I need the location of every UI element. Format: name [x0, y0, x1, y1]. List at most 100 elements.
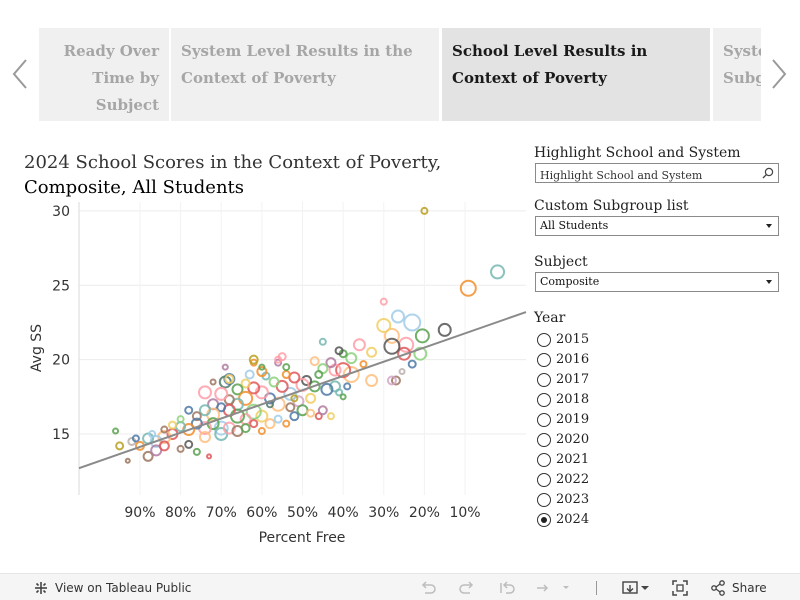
school-point[interactable] — [342, 366, 360, 384]
school-point[interactable] — [247, 381, 261, 395]
radio-icon[interactable] — [537, 393, 551, 407]
school-point[interactable] — [191, 411, 202, 422]
school-point[interactable] — [198, 430, 211, 443]
school-point[interactable] — [184, 405, 194, 415]
school-point[interactable] — [397, 346, 412, 361]
school-point[interactable] — [376, 317, 392, 333]
school-point[interactable] — [283, 386, 298, 401]
year-option-2021[interactable]: 2021 — [536, 450, 656, 470]
school-point[interactable] — [142, 450, 154, 462]
year-option-2017[interactable]: 2017 — [536, 370, 656, 390]
story-prev-button[interactable] — [8, 56, 32, 92]
school-point[interactable] — [184, 439, 194, 449]
school-point[interactable] — [158, 440, 170, 452]
school-point[interactable] — [148, 430, 157, 439]
school-point[interactable] — [414, 328, 430, 344]
school-point[interactable] — [413, 346, 428, 361]
year-option-2024[interactable]: 2024 — [536, 510, 656, 530]
school-point[interactable] — [231, 383, 244, 396]
school-point[interactable] — [314, 370, 324, 380]
year-option-2018[interactable]: 2018 — [536, 390, 656, 410]
school-point[interactable] — [325, 357, 337, 369]
radio-icon[interactable] — [537, 473, 551, 487]
school-point[interactable] — [160, 425, 169, 434]
year-option-2020[interactable]: 2020 — [536, 430, 656, 450]
school-point[interactable] — [398, 368, 406, 376]
school-point[interactable] — [192, 447, 201, 456]
highlight-search-input[interactable] — [536, 166, 756, 185]
subject-select[interactable]: Composite — [535, 272, 779, 292]
school-point[interactable] — [240, 423, 251, 434]
school-point[interactable] — [420, 206, 429, 215]
school-point[interactable] — [248, 354, 259, 365]
school-point[interactable] — [282, 363, 291, 372]
school-point[interactable] — [274, 355, 283, 364]
revert-button[interactable] — [498, 574, 516, 600]
school-point[interactable] — [345, 352, 358, 365]
school-point[interactable] — [238, 390, 254, 406]
year-option-2019[interactable]: 2019 — [536, 410, 656, 430]
school-point[interactable] — [124, 457, 131, 464]
school-point[interactable] — [339, 393, 347, 401]
school-point[interactable] — [273, 414, 283, 424]
school-point[interactable] — [314, 412, 323, 421]
school-point[interactable] — [301, 374, 313, 386]
school-point[interactable] — [335, 362, 352, 379]
school-point[interactable] — [290, 394, 299, 403]
school-point[interactable] — [335, 388, 344, 397]
school-point[interactable] — [249, 419, 259, 429]
fullscreen-button[interactable] — [671, 574, 689, 600]
story-next-button[interactable] — [767, 56, 791, 92]
radio-icon[interactable] — [537, 333, 551, 347]
school-point[interactable] — [285, 402, 296, 413]
school-point[interactable] — [197, 385, 212, 400]
story-tab-system-level[interactable]: System Level Results in the Context of P… — [171, 28, 439, 121]
school-point[interactable] — [274, 358, 283, 367]
school-point[interactable] — [176, 444, 185, 453]
download-button[interactable] — [621, 574, 651, 600]
year-option-2023[interactable]: 2023 — [536, 490, 656, 510]
school-point[interactable] — [306, 408, 316, 418]
radio-icon[interactable] — [537, 433, 551, 447]
school-point[interactable] — [437, 322, 452, 337]
school-point[interactable] — [214, 386, 229, 401]
subgroup-select[interactable]: All Students — [535, 216, 779, 236]
school-point[interactable] — [216, 402, 227, 413]
school-point[interactable] — [320, 382, 334, 396]
school-point[interactable] — [383, 327, 400, 344]
school-point[interactable] — [255, 409, 269, 423]
school-point[interactable] — [366, 346, 378, 358]
redo-button[interactable] — [458, 574, 476, 600]
view-on-tableau-public-link[interactable]: View on Tableau Public — [33, 574, 191, 600]
school-point[interactable] — [209, 378, 217, 386]
school-point[interactable] — [258, 363, 266, 371]
school-point[interactable] — [268, 376, 280, 388]
school-point[interactable] — [167, 420, 177, 430]
school-point[interactable] — [490, 264, 506, 280]
school-point[interactable] — [386, 375, 397, 386]
refresh-button[interactable] — [535, 574, 571, 600]
year-option-2022[interactable]: 2022 — [536, 470, 656, 490]
school-point[interactable] — [257, 427, 266, 436]
school-point[interactable] — [190, 417, 203, 430]
school-point[interactable] — [329, 380, 342, 393]
story-tab-school-level[interactable]: School Level Results in Context of Pover… — [442, 28, 710, 121]
school-point[interactable] — [289, 411, 300, 422]
school-point[interactable] — [221, 363, 229, 371]
radio-icon[interactable] — [537, 493, 551, 507]
school-point[interactable] — [459, 279, 477, 297]
school-point[interactable] — [281, 370, 291, 380]
school-point[interactable] — [334, 346, 344, 356]
school-point[interactable] — [288, 371, 301, 384]
school-point[interactable] — [383, 337, 401, 355]
story-tab-system-subgroup[interactable]: System Subgroup — [713, 28, 761, 121]
school-point[interactable] — [308, 380, 321, 393]
year-option-2015[interactable]: 2015 — [536, 330, 656, 350]
school-point[interactable] — [318, 337, 327, 346]
school-point[interactable] — [264, 418, 276, 430]
undo-button[interactable] — [419, 574, 437, 600]
school-point[interactable] — [390, 375, 401, 386]
scatter-chart[interactable]: 15 20 25 30 90% 80% 70% 60% 50% 40% 30% 20% 10% Avg… — [0, 200, 530, 555]
school-point[interactable] — [403, 313, 422, 332]
school-point[interactable] — [326, 412, 335, 421]
